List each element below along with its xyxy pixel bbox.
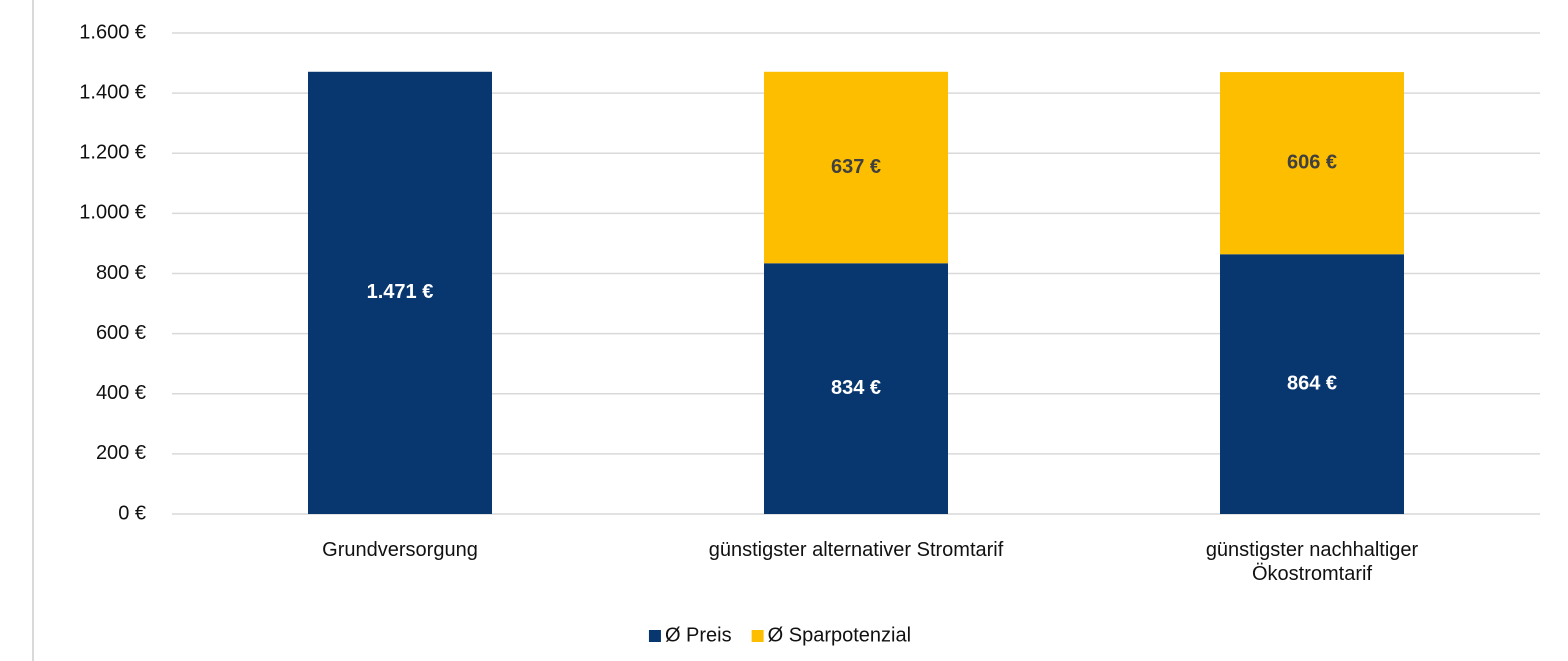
y-tick-label: 0 € xyxy=(118,502,146,524)
legend-label: Ø Sparpotenzial xyxy=(768,624,911,646)
value-label: 637 € xyxy=(831,156,881,178)
y-tick-label: 400 € xyxy=(96,382,146,404)
y-tick-label: 1.600 € xyxy=(79,21,146,43)
x-tick-label: günstigster nachhaltiger Ökostromtarif xyxy=(1205,539,1419,585)
value-label: 864 € xyxy=(1287,372,1337,394)
x-tick-label: Grundversorgung xyxy=(322,539,478,561)
y-tick-label: 1.000 € xyxy=(79,202,146,224)
legend-swatch xyxy=(648,630,661,642)
value-label: 1.471 € xyxy=(367,281,434,303)
y-tick-label: 200 € xyxy=(96,442,146,464)
legend-swatch xyxy=(751,630,764,642)
value-label: 834 € xyxy=(831,377,881,399)
bar-segment xyxy=(764,71,948,264)
value-label: 606 € xyxy=(1287,151,1337,173)
y-tick-label: 1.200 € xyxy=(79,142,146,164)
bar-segment xyxy=(764,263,948,514)
y-tick-label: 800 € xyxy=(96,262,146,284)
bar-segment xyxy=(1220,72,1404,255)
bar-segment xyxy=(1220,254,1404,514)
legend-label: Ø Preis xyxy=(665,624,732,646)
bar-segment xyxy=(308,71,492,514)
x-tick-label: günstigster alternativer Stromtarif xyxy=(708,539,1004,561)
y-tick-label: 600 € xyxy=(96,322,146,344)
y-tick-label: 1.400 € xyxy=(79,81,146,103)
